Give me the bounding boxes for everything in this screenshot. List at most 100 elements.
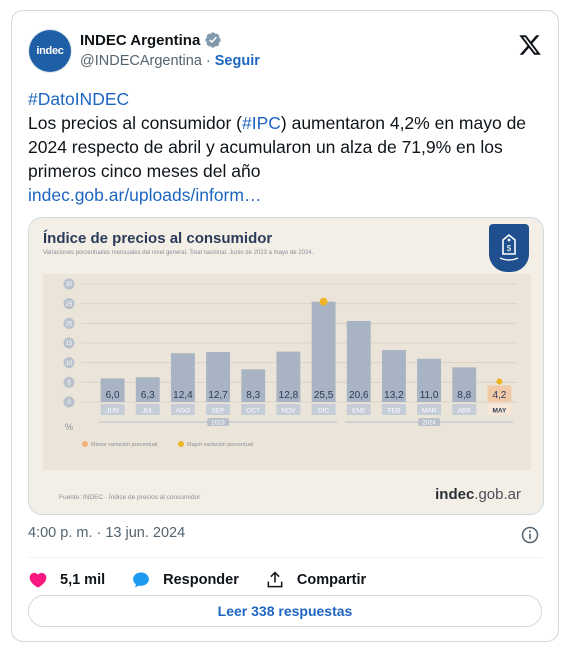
- like-button[interactable]: 5,1 mil: [28, 570, 105, 590]
- bar: [100, 378, 125, 402]
- like-count: 5,1 mil: [60, 572, 106, 588]
- share-icon: [267, 571, 283, 588]
- bar: [452, 367, 477, 402]
- separator: ·: [205, 53, 211, 69]
- timestamp[interactable]: 4:00 p. m. · 13 jun. 2024: [28, 525, 186, 541]
- bar-value-label: 11,0: [420, 390, 439, 401]
- bar: [241, 369, 266, 402]
- y-tick-marker: [63, 376, 75, 388]
- category-label: OCT: [246, 408, 260, 415]
- category-label: FEB: [388, 408, 401, 415]
- tweet-media-image[interactable]: Índice de precios al consumidor Variacio…: [28, 217, 544, 515]
- y-tick-label: 20: [66, 322, 73, 328]
- category-label-bg: [487, 404, 512, 415]
- bar-value-label: 12,4: [173, 390, 193, 401]
- y-tick-marker: [63, 317, 75, 329]
- category-label-bg: [311, 404, 336, 415]
- category-label: ABR: [458, 408, 472, 415]
- bar: [487, 385, 512, 402]
- share-button[interactable]: Compartir: [265, 570, 366, 590]
- y-tick-label: 0: [67, 400, 71, 406]
- tweet-text: #DatoINDEC Los precios al consumidor (#I…: [28, 87, 538, 207]
- category-label: MAR: [422, 408, 437, 415]
- svg-text:$: $: [507, 244, 512, 253]
- price-tag-icon: $: [499, 233, 519, 261]
- year-label-2024: 2024: [422, 420, 436, 426]
- category-label: DIC: [318, 408, 330, 415]
- category-label-bg: [452, 404, 477, 415]
- category-label-bg: [346, 404, 371, 415]
- category-label-bg: [276, 404, 301, 415]
- bar-value-label: 6,3: [141, 390, 155, 401]
- reply-button[interactable]: Responder: [131, 570, 239, 590]
- legend-max-label: Mayor variación porcentual: [187, 442, 253, 448]
- ipc-bar-chart: 0 5 10 15 20 25 30% 6,0 JUN 6,3 JUL 12,4 AGO 12,7 SEP 8…: [63, 278, 517, 448]
- y-tick-label: 25: [66, 302, 73, 308]
- category-label-bg: [417, 404, 442, 415]
- year-badge-2023: [207, 418, 230, 426]
- category-label: NOV: [281, 408, 296, 415]
- legend-max-dot: [178, 441, 184, 447]
- bar-value-label: 6,0: [106, 390, 120, 401]
- category-label: ENE: [352, 408, 366, 415]
- bar-value-label: 4,2: [492, 390, 506, 401]
- media-subtitle: Variaciones porcentuales mensuales del n…: [43, 250, 314, 256]
- bar-value-label: 12,8: [279, 390, 299, 401]
- handle-row: @INDECArgentina · Seguir: [80, 53, 260, 69]
- year-label-2023: 2023: [211, 420, 225, 426]
- hashtag-datoindec[interactable]: #DatoINDEC: [28, 89, 130, 109]
- follow-button[interactable]: Seguir: [214, 53, 260, 69]
- media-source: Fuente: INDEC - Índice de precios al con…: [59, 494, 201, 501]
- y-tick-label: 5: [67, 381, 71, 387]
- bar-value-label: 25,5: [314, 390, 334, 401]
- bar-value-label: 13,2: [384, 390, 404, 401]
- x-logo-icon[interactable]: [518, 33, 542, 57]
- bar: [417, 358, 442, 402]
- reply-bubble-icon: [133, 572, 150, 588]
- bar: [135, 377, 160, 402]
- category-label: JUL: [142, 408, 154, 415]
- category-label: AGO: [176, 408, 190, 415]
- y-tick-label: 15: [66, 341, 73, 347]
- avatar[interactable]: indec: [28, 29, 72, 73]
- category-label: MAY: [492, 408, 507, 415]
- category-label: JUN: [106, 408, 119, 415]
- share-label: Compartir: [296, 572, 367, 588]
- max-marker: [319, 297, 328, 306]
- tweet-text-part-b: ) aumentaron 4,2% en mayo de 2024 respec…: [28, 113, 527, 181]
- reply-label: Responder: [163, 572, 239, 588]
- y-tick-marker: [63, 357, 75, 369]
- hashtag-ipc[interactable]: #IPC: [241, 113, 281, 133]
- legend-min-dot: [82, 441, 88, 447]
- bar: [170, 353, 195, 402]
- heart-icon: [29, 572, 47, 588]
- y-tick-marker: [63, 396, 75, 408]
- handle[interactable]: @INDECArgentina: [80, 53, 202, 69]
- display-name[interactable]: INDEC Argentina: [80, 31, 201, 49]
- tweet-link[interactable]: indec.gob.ar/uploads/inform…: [28, 185, 262, 205]
- brand-domain: .gob.ar: [474, 486, 521, 503]
- action-bar: 5,1 mil Responder Compartir: [28, 565, 366, 595]
- y-tick-label: 30: [66, 282, 73, 288]
- y-tick-marker: [63, 298, 75, 310]
- bar-value-label: 20,6: [349, 390, 369, 401]
- avatar-logo: indec: [29, 30, 71, 72]
- tweet-header: indec INDEC Argentina @INDECArgentina · …: [28, 27, 542, 75]
- category-label-bg: [100, 404, 125, 415]
- indec-badge-icon: $: [489, 224, 529, 272]
- y-unit-label: %: [65, 422, 73, 432]
- bar-value-label: 12,7: [208, 390, 228, 401]
- name-row: INDEC Argentina: [80, 31, 222, 49]
- tweet-text-part-a: Los precios al consumidor (: [28, 113, 242, 133]
- category-label: SEP: [212, 408, 225, 415]
- bar-value-label: 8,3: [246, 390, 260, 401]
- indec-brand-logo: indec.gob.ar: [435, 486, 521, 503]
- bar: [346, 320, 371, 402]
- category-label-bg: [241, 404, 266, 415]
- media-title: Índice de precios al consumidor: [43, 230, 273, 247]
- category-label-bg: [170, 404, 195, 415]
- read-replies-button[interactable]: Leer 338 respuestas: [28, 595, 542, 627]
- tweet-card: indec INDEC Argentina @INDECArgentina · …: [11, 10, 559, 642]
- info-icon[interactable]: [520, 525, 540, 545]
- category-label-bg: [206, 404, 231, 415]
